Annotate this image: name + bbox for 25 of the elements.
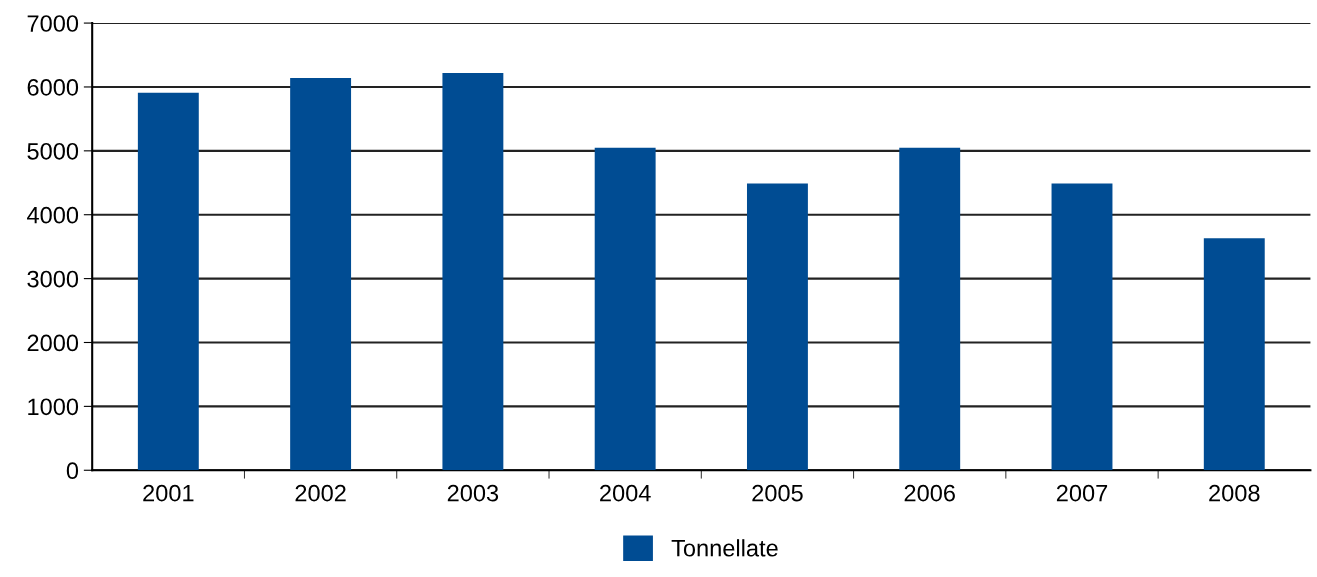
bar — [290, 78, 352, 471]
y-tick-label: 3000 — [27, 270, 79, 288]
y-tick-label: 6000 — [27, 79, 79, 96]
x-tick-label: 2008 — [1209, 484, 1260, 502]
y-tick-label: 0 — [66, 462, 79, 480]
y-tick-label: 5000 — [27, 142, 79, 160]
bar — [442, 72, 504, 471]
x-tick-label: 2003 — [447, 484, 499, 502]
bar — [746, 183, 808, 471]
y-tick-label: 2000 — [27, 334, 79, 352]
bar — [137, 92, 199, 471]
x-tick-label: 2007 — [1056, 484, 1108, 502]
bar — [1051, 183, 1113, 471]
bar — [594, 147, 656, 471]
x-tick-label: 2006 — [904, 484, 955, 502]
x-tick-label: 2005 — [752, 484, 803, 502]
x-tick-label: 2002 — [295, 484, 346, 502]
x-tick-label: 2004 — [600, 484, 651, 502]
bar — [1203, 238, 1265, 471]
y-tick-label: 4000 — [27, 206, 79, 224]
y-tick-label: 1000 — [28, 398, 79, 416]
x-tick-label: 2001 — [143, 484, 194, 502]
legend-label: Tonnellate — [671, 539, 778, 557]
y-tick-label: 7000 — [27, 15, 79, 32]
bar — [899, 147, 961, 471]
